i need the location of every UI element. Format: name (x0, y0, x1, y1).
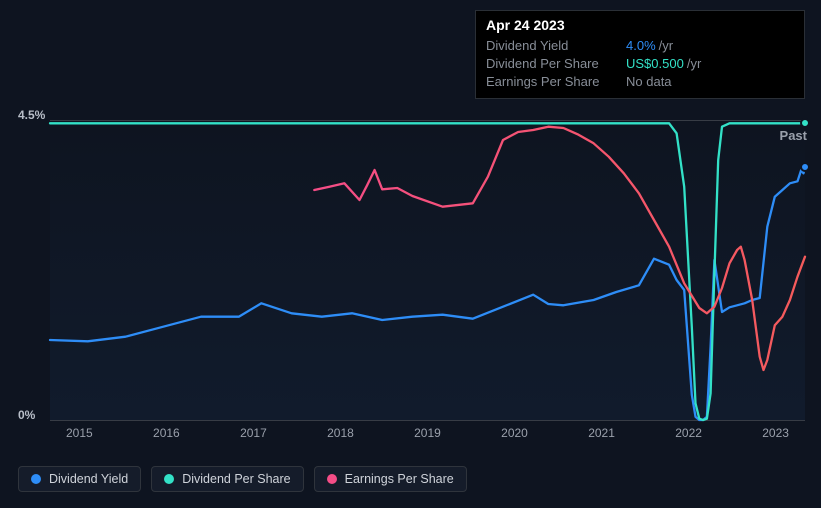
legend-item[interactable]: Earnings Per Share (314, 466, 467, 492)
x-tick: 2017 (240, 426, 267, 440)
tooltip-value: US$0.500 (626, 55, 684, 73)
gridline-bottom (50, 420, 805, 421)
x-tick: 2020 (501, 426, 528, 440)
legend-dot-icon (31, 474, 41, 484)
legend-label: Earnings Per Share (345, 472, 454, 486)
y-tick-top: 4.5% (18, 108, 45, 122)
legend-item[interactable]: Dividend Per Share (151, 466, 303, 492)
legend: Dividend Yield Dividend Per Share Earnings… (18, 466, 467, 492)
tooltip-value: No data (626, 73, 672, 91)
tooltip-date: Apr 24 2023 (486, 17, 794, 33)
x-tick: 2022 (675, 426, 702, 440)
tooltip-unit: /yr (659, 37, 673, 55)
x-tick: 2015 (66, 426, 93, 440)
legend-dot-icon (164, 474, 174, 484)
legend-label: Dividend Per Share (182, 472, 290, 486)
x-tick: 2023 (762, 426, 789, 440)
x-tick: 2016 (153, 426, 180, 440)
series-end-marker (800, 118, 810, 128)
legend-label: Dividend Yield (49, 472, 128, 486)
tooltip-label: Dividend Per Share (486, 55, 626, 73)
tooltip-value: 4.0% (626, 37, 656, 55)
x-tick: 2018 (327, 426, 354, 440)
x-tick: 2019 (414, 426, 441, 440)
x-axis: 2015 2016 2017 2018 2019 2020 2021 2022 2023 (50, 426, 805, 440)
tooltip-row: Earnings Per ShareNo data (486, 73, 794, 91)
series-dividend-yield (50, 167, 805, 420)
tooltip-label: Dividend Yield (486, 37, 626, 55)
x-tick: 2021 (588, 426, 615, 440)
series-earnings-per-share (314, 127, 805, 370)
legend-dot-icon (327, 474, 337, 484)
tooltip-label: Earnings Per Share (486, 73, 626, 91)
legend-item[interactable]: Dividend Yield (18, 466, 141, 492)
series-dividend-per-share (50, 123, 805, 420)
series-end-marker (800, 162, 810, 172)
chart-svg (50, 120, 805, 420)
tooltip-unit: /yr (687, 55, 701, 73)
y-tick-bottom: 0% (18, 408, 35, 422)
tooltip-row: Dividend Yield4.0%/yr (486, 37, 794, 55)
tooltip-row: Dividend Per ShareUS$0.500/yr (486, 55, 794, 73)
tooltip-panel: Apr 24 2023 Dividend Yield4.0%/yrDividen… (475, 10, 805, 99)
